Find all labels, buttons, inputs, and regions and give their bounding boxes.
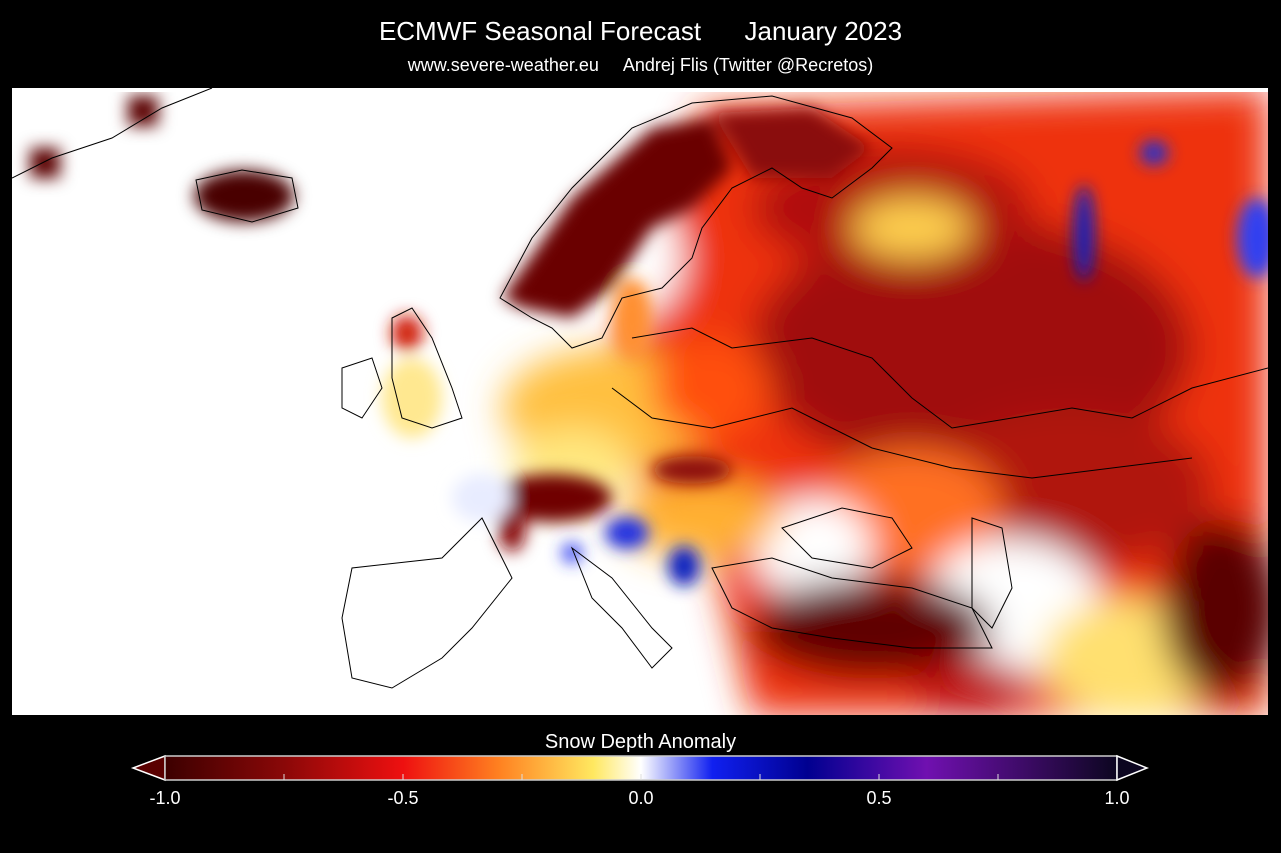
map-subtitle: www.severe-weather.eu Andrej Flis (Twitt… [407,55,874,75]
colorbar-extend-min-triangle [130,754,166,782]
coastlines [12,88,1268,689]
colorbar-tick-label: -1.0 [149,788,181,808]
snow-depth-anomaly-map [12,88,1268,715]
anomaly-field [12,88,1268,715]
colorbar-extend-max-triangle [1116,754,1150,782]
colorbar-label: Snow Depth Anomaly [544,731,737,753]
colorbar-tick-label: 1.0 [1104,788,1130,808]
colorbar-tick-label: 0.5 [866,788,892,808]
map-title: ECMWF Seasonal Forecast January 2023 [378,16,903,46]
colorbar-tick-label: 0.0 [628,788,654,808]
colorbar [130,754,1150,782]
colorbar-tick-label: -0.5 [387,788,419,808]
